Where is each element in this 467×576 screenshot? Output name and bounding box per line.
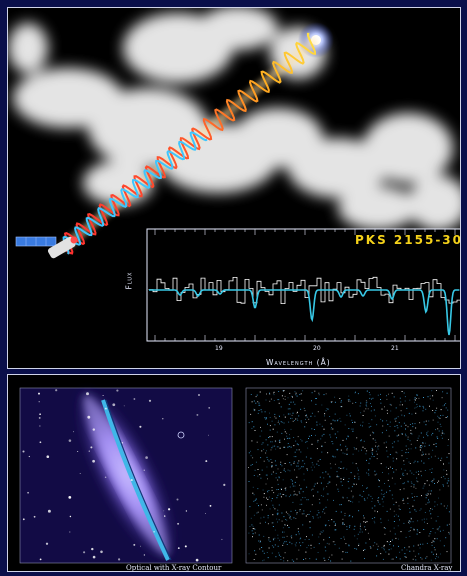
- blue-wave: [62, 131, 208, 255]
- bottom-image-panel: Optical with X-ray Contour Chandra X-ray: [7, 374, 461, 572]
- absorption-model-line: [149, 289, 460, 336]
- intergalactic-gas-clouds: [8, 8, 460, 231]
- x-tick-20: 20: [313, 345, 321, 352]
- chandra-xray-image: [245, 387, 452, 564]
- x-tick-21: 21: [391, 345, 399, 352]
- xray-caption: Chandra X-ray: [401, 564, 453, 572]
- optical-galaxy-image: [19, 384, 233, 566]
- chandra-telescope: [15, 236, 78, 259]
- cosmic-web-illustration: [8, 8, 460, 342]
- optical-caption: Optical with X-ray Contour: [126, 564, 222, 572]
- spectrum-plot: [146, 228, 460, 342]
- top-illustration-panel: PKS 2155-30 Flux 19 20 21 Wavelength (Å): [7, 7, 461, 369]
- flux-axis-label: Flux: [124, 271, 134, 290]
- bottom-images: [19, 384, 452, 566]
- target-name-label: PKS 2155-30: [355, 233, 461, 247]
- x-tick-19: 19: [215, 345, 223, 352]
- wavelength-axis-label: Wavelength (Å): [266, 358, 331, 367]
